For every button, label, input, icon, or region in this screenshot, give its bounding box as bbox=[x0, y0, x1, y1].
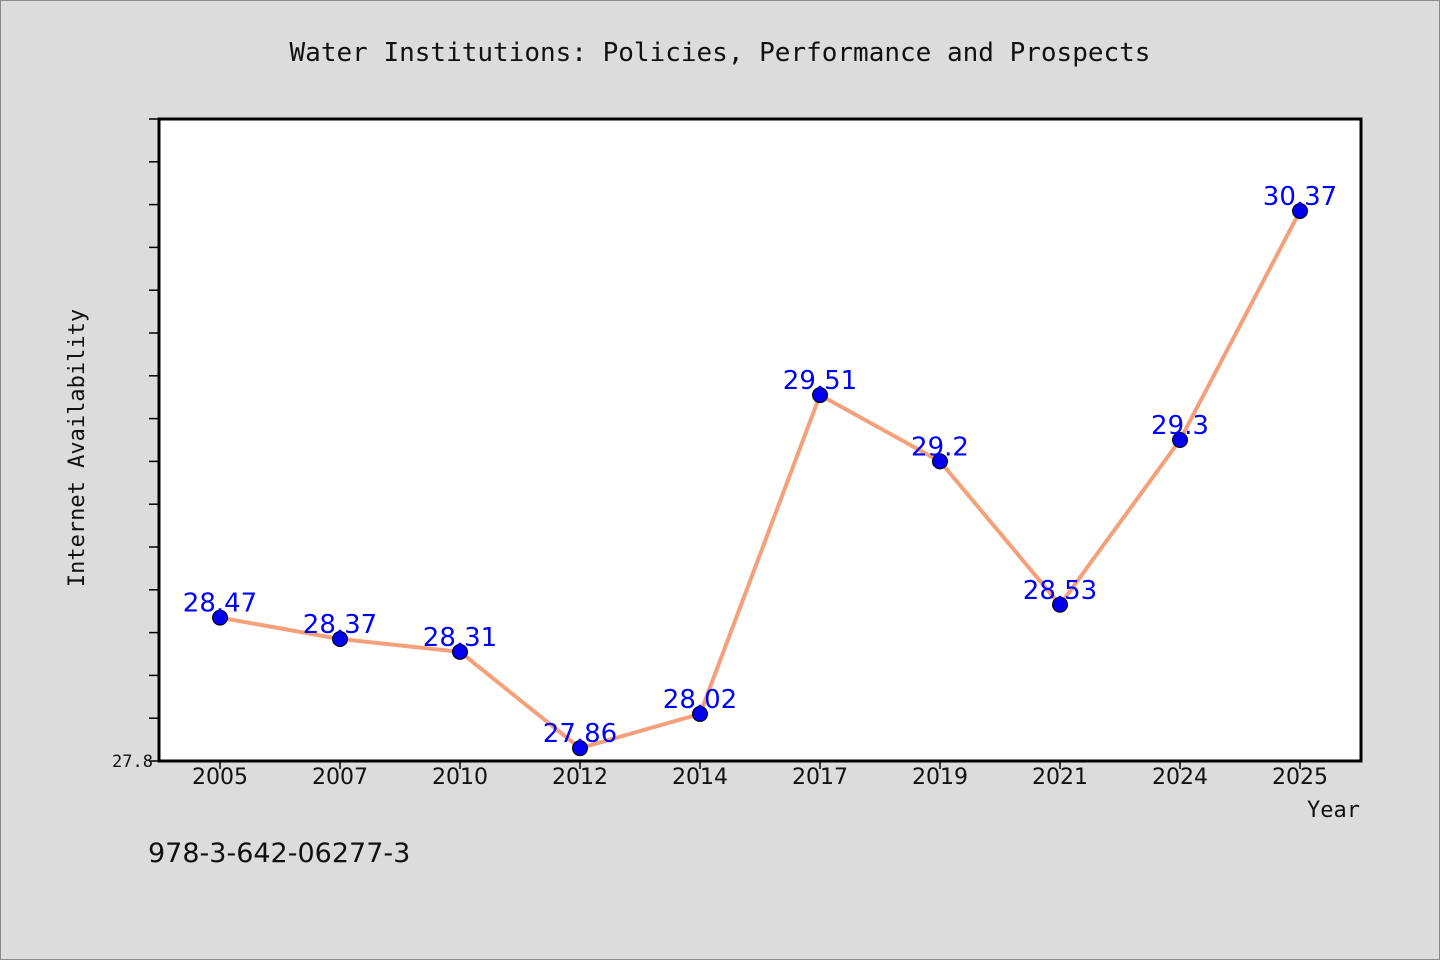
y-axis-label: Internet Availability bbox=[65, 309, 90, 587]
x-tick-label: 2017 bbox=[792, 765, 848, 790]
data-label: 28.31 bbox=[423, 623, 497, 653]
x-tick-label: 2012 bbox=[552, 765, 608, 790]
x-tick-label: 2005 bbox=[192, 765, 248, 790]
chart-title: Water Institutions: Policies, Performanc… bbox=[290, 38, 1151, 68]
data-label: 28.02 bbox=[663, 685, 737, 715]
data-label: 29.2 bbox=[911, 432, 969, 462]
x-tick-label: 2007 bbox=[312, 765, 368, 790]
x-axis-ticks: 2005 2007 2010 2012 2014 2017 2019 2021 2024 2025 bbox=[192, 761, 1328, 790]
data-label: 28.53 bbox=[1023, 576, 1097, 606]
y-tick-label: 27.8 bbox=[112, 752, 153, 772]
data-label: 28.37 bbox=[303, 610, 377, 640]
data-labels-group: 28.47 28.37 28.31 27.86 28.02 29.51 29.2 28.53 2… bbox=[183, 182, 1337, 749]
data-point bbox=[812, 387, 828, 404]
markers-group bbox=[212, 203, 1308, 757]
x-axis-label: Year bbox=[1307, 798, 1360, 823]
series-line-group bbox=[219, 210, 1302, 751]
x-tick-label: 2025 bbox=[1272, 765, 1328, 790]
x-tick-label: 2010 bbox=[432, 765, 488, 790]
y-axis-ticks: 27.8 bbox=[112, 118, 159, 772]
data-point bbox=[572, 740, 588, 757]
data-label: 29.3 bbox=[1151, 411, 1209, 441]
x-tick-label: 2014 bbox=[672, 765, 728, 790]
data-point bbox=[1052, 596, 1068, 613]
data-label: 30.37 bbox=[1263, 182, 1337, 212]
data-point bbox=[692, 705, 708, 722]
data-point bbox=[932, 453, 948, 470]
data-point bbox=[212, 609, 228, 626]
data-point bbox=[1172, 432, 1188, 448]
data-label: 29.51 bbox=[783, 366, 857, 396]
x-tick-label: 2021 bbox=[1032, 765, 1088, 790]
data-point bbox=[332, 631, 348, 648]
series-line bbox=[219, 210, 1302, 751]
x-tick-label: 2024 bbox=[1152, 765, 1208, 790]
data-label: 28.47 bbox=[183, 589, 257, 619]
isbn-text: 978-3-642-06277-3 bbox=[148, 838, 410, 869]
data-point bbox=[452, 643, 468, 660]
x-tick-label: 2019 bbox=[912, 765, 968, 790]
data-point bbox=[1292, 203, 1308, 220]
plot-area bbox=[157, 117, 1363, 763]
data-label: 27.86 bbox=[543, 719, 617, 749]
